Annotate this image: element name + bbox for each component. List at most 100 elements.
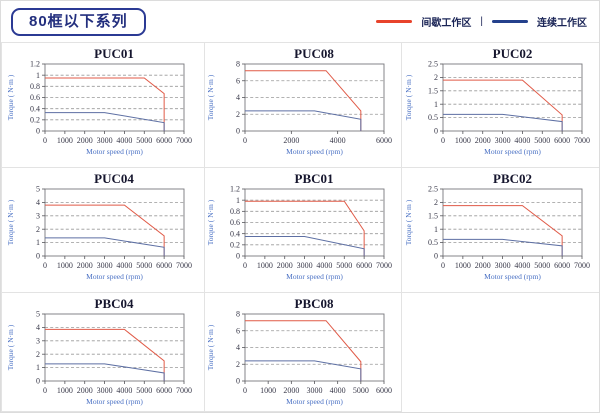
x-tick-label: 5000 xyxy=(353,386,369,395)
y-tick-label: 8 xyxy=(236,311,240,319)
x-axis-label: Motor speed (rpm) xyxy=(484,272,541,281)
page-title: 80框以下系列 xyxy=(29,12,128,30)
legend-label-continuous: 连续工作区 xyxy=(537,18,587,29)
y-tick-label: 0.5 xyxy=(428,238,438,247)
x-axis-label: Motor speed (rpm) xyxy=(484,147,541,156)
x-tick-label: 3000 xyxy=(96,261,112,270)
x-tick-label: 5000 xyxy=(534,136,550,145)
legend: 间歇工作区 | 连续工作区 xyxy=(376,14,587,29)
chart-title: PUC01 xyxy=(94,46,134,61)
y-tick-label: 2.5 xyxy=(428,61,438,69)
y-tick-label: 2.5 xyxy=(428,186,438,194)
x-tick-label: 3000 xyxy=(297,261,313,270)
y-tick-label: 1.5 xyxy=(428,86,438,95)
y-tick-label: 2 xyxy=(434,198,438,207)
chart-title: PBC08 xyxy=(294,296,334,311)
empty-cell xyxy=(401,292,599,412)
y-tick-label: 1 xyxy=(36,238,40,247)
series-line-intermittent xyxy=(245,320,362,381)
plot-area-border xyxy=(442,63,583,132)
x-tick-label: 7000 xyxy=(574,261,590,270)
y-tick-label: 2 xyxy=(236,110,240,119)
chart-title: PBC01 xyxy=(294,171,334,186)
y-tick-label: 1 xyxy=(434,100,438,109)
x-tick-label: 5000 xyxy=(336,261,352,270)
y-tick-label: 3 xyxy=(36,211,40,220)
x-tick-label: 7000 xyxy=(574,136,590,145)
plot-area-border xyxy=(44,313,184,382)
series-line-intermittent xyxy=(443,205,563,256)
chart-cell-puc04: PUC04 0 1000 2000 3000 4000 5000 6000 7000 0 1 2 3 4… xyxy=(1,167,205,293)
x-tick-label: 0 xyxy=(43,386,47,395)
chart-title: PUC08 xyxy=(294,46,334,61)
x-tick-label: 4000 xyxy=(330,386,346,395)
x-tick-label: 1000 xyxy=(455,136,471,145)
chart-title: PBC02 xyxy=(493,171,532,186)
series-line-intermittent xyxy=(443,79,563,131)
plot-area-border xyxy=(44,188,184,257)
x-axis-label: Motor speed (rpm) xyxy=(286,147,343,156)
x-tick-label: 2000 xyxy=(76,136,92,145)
y-tick-label: 0.8 xyxy=(230,207,240,216)
y-tick-label: 2 xyxy=(36,225,40,234)
y-tick-label: 2 xyxy=(434,73,438,82)
legend-separator: | xyxy=(480,16,483,27)
y-tick-label: 1.5 xyxy=(428,211,438,220)
series-line-continuous xyxy=(245,235,365,256)
x-tick-label: 6000 xyxy=(554,261,570,270)
y-tick-label: 0.6 xyxy=(230,218,240,227)
x-tick-label: 6000 xyxy=(156,136,172,145)
x-tick-label: 4000 xyxy=(330,136,346,145)
series-line-continuous xyxy=(245,110,362,131)
y-tick-label: 0 xyxy=(434,127,438,136)
x-tick-label: 2000 xyxy=(283,386,299,395)
series-line-continuous xyxy=(44,112,165,131)
x-tick-label: 2000 xyxy=(76,386,92,395)
y-tick-label: 0.4 xyxy=(230,229,240,238)
chart-plot: 0 2000 4000 6000 0 2 4 6 8 Motor speed (rpm) Torqu… xyxy=(206,61,392,156)
chart-title: PUC02 xyxy=(492,46,533,61)
chart-plot: 0 1000 2000 3000 4000 5000 6000 7000 0 0.2 0.4 0.6 0… xyxy=(206,186,392,281)
y-tick-label: 0.2 xyxy=(230,240,240,249)
y-axis-label: Torque ( N·m ) xyxy=(6,74,15,120)
x-tick-label: 4000 xyxy=(316,261,332,270)
chart-grid: PUC01 0 1000 2000 3000 4000 5000 6000 7000 0 0.2 0… xyxy=(1,42,599,412)
x-tick-label: 6000 xyxy=(156,386,172,395)
y-axis-label: Torque ( N·m ) xyxy=(206,74,215,120)
y-tick-label: 1.2 xyxy=(230,186,240,194)
series-line-continuous xyxy=(44,363,165,381)
y-tick-label: 1 xyxy=(36,71,40,80)
x-tick-label: 0 xyxy=(441,136,445,145)
series-line-intermittent xyxy=(245,200,365,256)
y-tick-label: 6 xyxy=(236,326,240,335)
x-tick-label: 6000 xyxy=(376,136,392,145)
x-tick-label: 4000 xyxy=(514,136,530,145)
x-tick-label: 0 xyxy=(43,261,47,270)
chart-plot: 0 1000 2000 3000 4000 5000 6000 7000 0 0.5 1 1.5 2 2.… xyxy=(404,61,590,156)
y-tick-label: 0.5 xyxy=(428,113,438,122)
continuous-zone-line-icon xyxy=(492,20,528,23)
x-axis-label: Motor speed (rpm) xyxy=(86,272,143,281)
y-tick-label: 0 xyxy=(236,377,240,386)
y-axis-label: Torque ( N·m ) xyxy=(6,199,15,245)
series-title-badge: 80框以下系列 xyxy=(11,7,146,36)
x-tick-label: 5000 xyxy=(136,386,152,395)
y-tick-label: 8 xyxy=(236,61,240,69)
chart-title: PUC04 xyxy=(94,171,134,186)
chart-plot: 0 1000 2000 3000 4000 5000 6000 0 2 4 6 8 Motor spee… xyxy=(206,311,392,406)
y-tick-label: 4 xyxy=(236,93,240,102)
x-tick-label: 0 xyxy=(43,136,47,145)
x-tick-label: 5000 xyxy=(534,261,550,270)
y-tick-label: 4 xyxy=(36,323,40,332)
y-tick-label: 0.6 xyxy=(30,93,40,102)
x-tick-label: 2000 xyxy=(475,136,491,145)
y-tick-label: 5 xyxy=(36,186,40,194)
chart-cell-pbc08: PBC08 0 1000 2000 3000 4000 5000 6000 0 2 4 6 8 Moto… xyxy=(204,292,402,412)
x-tick-label: 2000 xyxy=(277,261,293,270)
x-tick-label: 2000 xyxy=(475,261,491,270)
y-tick-label: 3 xyxy=(36,336,40,345)
series-line-intermittent xyxy=(44,204,165,256)
x-tick-label: 2000 xyxy=(76,261,92,270)
chart-cell-puc08: PUC08 0 2000 4000 6000 0 2 4 6 8 Motor speed (rpm… xyxy=(204,42,402,168)
